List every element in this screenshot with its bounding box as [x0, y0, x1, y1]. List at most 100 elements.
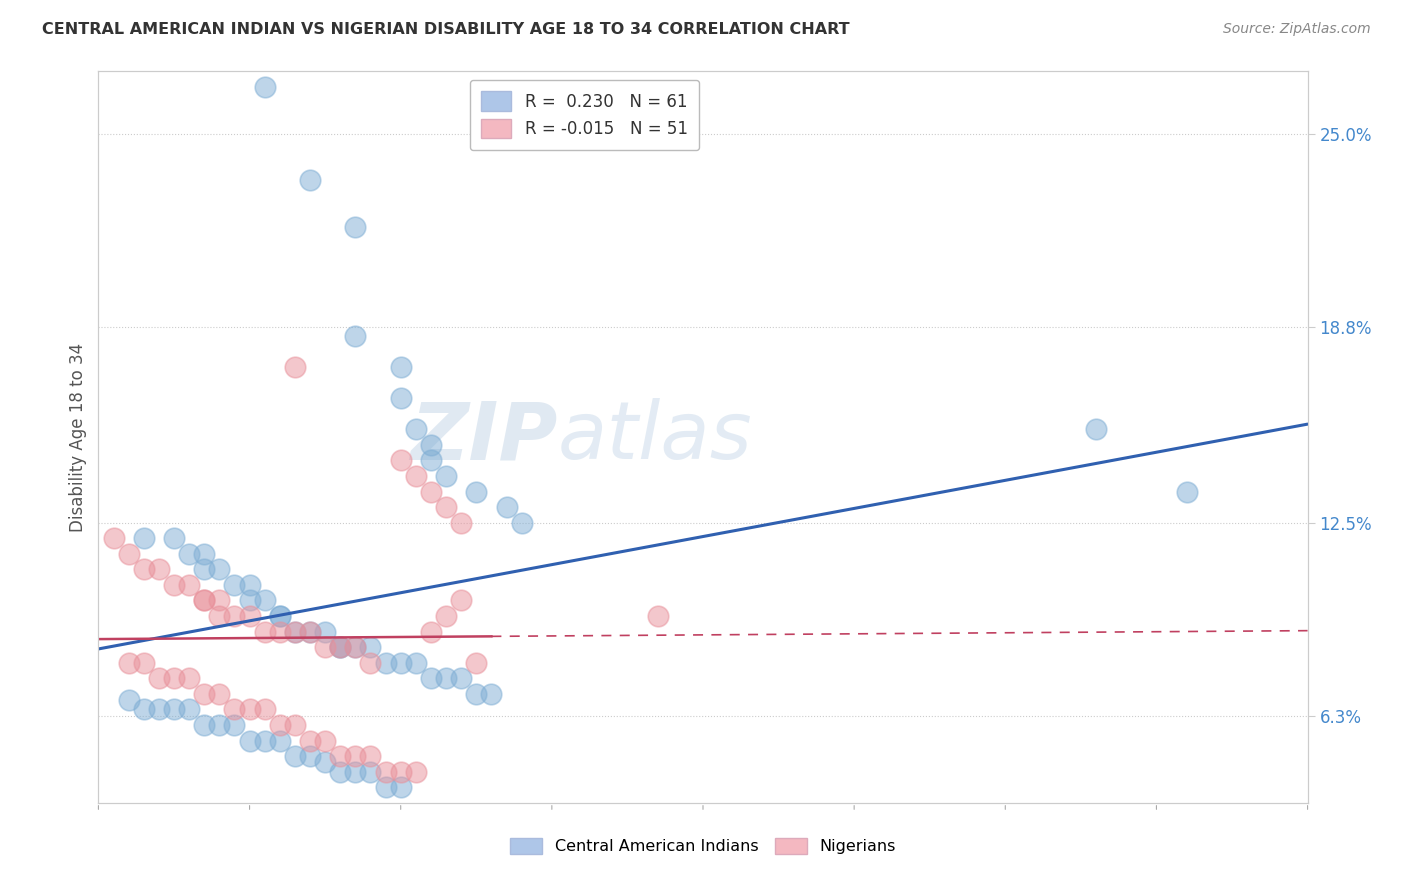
- Point: [299, 733, 322, 747]
- Point: [284, 624, 307, 639]
- Point: [360, 640, 382, 655]
- Point: [389, 453, 412, 467]
- Point: [253, 733, 276, 747]
- Point: [284, 718, 307, 732]
- Point: [208, 687, 231, 701]
- Point: [434, 609, 457, 624]
- Point: [163, 702, 186, 716]
- Point: [329, 764, 352, 779]
- Point: [344, 329, 367, 343]
- Point: [118, 693, 141, 707]
- Point: [208, 609, 231, 624]
- Point: [389, 391, 412, 405]
- Point: [148, 562, 170, 576]
- Point: [269, 609, 291, 624]
- Point: [239, 702, 262, 716]
- Point: [269, 624, 291, 639]
- Point: [132, 562, 155, 576]
- Point: [224, 578, 246, 592]
- Point: [163, 671, 186, 685]
- Point: [405, 764, 427, 779]
- Point: [179, 702, 201, 716]
- Point: [239, 593, 262, 607]
- Point: [434, 469, 457, 483]
- Point: [269, 609, 291, 624]
- Point: [495, 500, 517, 515]
- Point: [239, 578, 262, 592]
- Point: [224, 702, 246, 716]
- Point: [208, 593, 231, 607]
- Point: [329, 640, 352, 655]
- Point: [269, 718, 291, 732]
- Point: [389, 764, 412, 779]
- Point: [420, 438, 443, 452]
- Point: [208, 718, 231, 732]
- Point: [179, 671, 201, 685]
- Point: [253, 593, 276, 607]
- Point: [389, 780, 412, 795]
- Point: [405, 469, 427, 483]
- Point: [193, 687, 215, 701]
- Point: [329, 749, 352, 764]
- Point: [118, 656, 141, 670]
- Point: [103, 531, 125, 545]
- Point: [193, 547, 215, 561]
- Point: [269, 733, 291, 747]
- Point: [1085, 422, 1108, 436]
- Point: [405, 656, 427, 670]
- Point: [299, 749, 322, 764]
- Point: [148, 671, 170, 685]
- Point: [163, 531, 186, 545]
- Point: [299, 624, 322, 639]
- Point: [224, 609, 246, 624]
- Point: [253, 79, 276, 94]
- Point: [314, 733, 336, 747]
- Point: [299, 624, 322, 639]
- Point: [465, 656, 488, 670]
- Point: [132, 656, 155, 670]
- Point: [253, 702, 276, 716]
- Point: [374, 764, 396, 779]
- Text: atlas: atlas: [558, 398, 752, 476]
- Point: [465, 484, 488, 499]
- Point: [284, 749, 307, 764]
- Point: [420, 624, 443, 639]
- Text: ZIP: ZIP: [411, 398, 558, 476]
- Point: [374, 780, 396, 795]
- Point: [481, 687, 503, 701]
- Point: [208, 562, 231, 576]
- Point: [329, 640, 352, 655]
- Point: [405, 422, 427, 436]
- Point: [224, 718, 246, 732]
- Point: [118, 547, 141, 561]
- Point: [314, 756, 336, 770]
- Point: [344, 764, 367, 779]
- Point: [450, 671, 472, 685]
- Point: [344, 749, 367, 764]
- Point: [389, 656, 412, 670]
- Point: [314, 640, 336, 655]
- Point: [148, 702, 170, 716]
- Point: [360, 656, 382, 670]
- Point: [132, 531, 155, 545]
- Text: CENTRAL AMERICAN INDIAN VS NIGERIAN DISABILITY AGE 18 TO 34 CORRELATION CHART: CENTRAL AMERICAN INDIAN VS NIGERIAN DISA…: [42, 22, 849, 37]
- Text: Source: ZipAtlas.com: Source: ZipAtlas.com: [1223, 22, 1371, 37]
- Point: [374, 656, 396, 670]
- Point: [420, 671, 443, 685]
- Point: [179, 578, 201, 592]
- Point: [360, 764, 382, 779]
- Point: [450, 593, 472, 607]
- Legend: Central American Indians, Nigerians: Central American Indians, Nigerians: [503, 831, 903, 861]
- Point: [360, 749, 382, 764]
- Point: [450, 516, 472, 530]
- Point: [163, 578, 186, 592]
- Point: [434, 500, 457, 515]
- Point: [193, 593, 215, 607]
- Point: [344, 219, 367, 234]
- Point: [465, 687, 488, 701]
- Point: [344, 640, 367, 655]
- Point: [344, 640, 367, 655]
- Point: [647, 609, 669, 624]
- Point: [253, 624, 276, 639]
- Point: [1175, 484, 1198, 499]
